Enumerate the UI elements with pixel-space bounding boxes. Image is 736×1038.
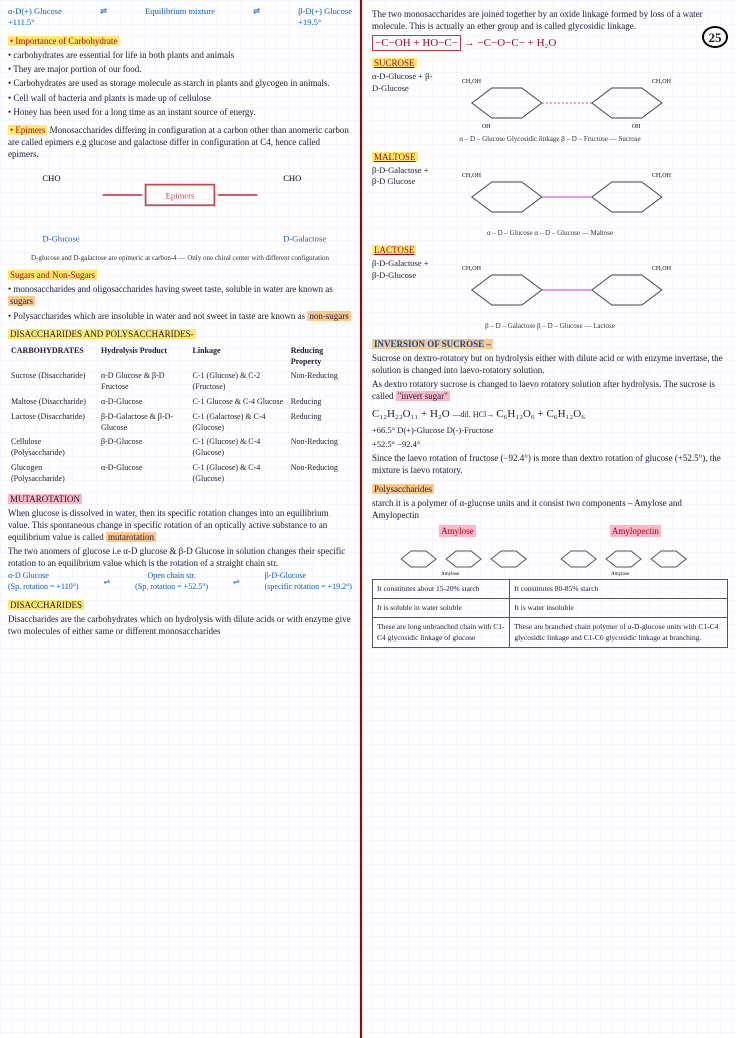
- inversion-text3: Since the laevo rotation of fructose (−9…: [372, 452, 728, 476]
- sucrose-caption: α – D – Glucose Glycosidic linkage β – D…: [372, 135, 728, 144]
- svg-text:CHO: CHO: [42, 173, 60, 183]
- importance-3: • Carbohydrates are used as storage mole…: [8, 77, 352, 89]
- glycosidic-eq: −C−OH + HO−C− → −C−O−C− + H₂O: [372, 36, 728, 51]
- sugars-line1: • monosaccharides and oligosaccharides h…: [8, 283, 352, 307]
- heading-disaccharides: DISACCHARIDES: [8, 599, 352, 611]
- inversion-equation: C₁₂H₂₂O₁₁ + H₂O —dil. HCl→ C₆H₁₂O₆ + C₆H…: [372, 407, 728, 422]
- svg-text:Amylose: Amylose: [441, 572, 460, 577]
- sucrose-block: α-D-Glucose + β-D-Glucose CH₂OHCH₂OHOHOH: [372, 71, 728, 133]
- amylose-amylopectin-table: It constitutes about 15-20% starchIt con…: [372, 579, 728, 648]
- maltose-caption: α – D – Glucose α – D – Glucose — Maltos…: [372, 229, 728, 238]
- mutarotation-eq: α-D Glucose(Sp. rotation = +110°)⇌ Open …: [8, 571, 352, 593]
- lactose-caption: β – D – Galactose β – D – Glucose — Lact…: [372, 322, 728, 331]
- mutarotation-text1: When glucose is dissolved in water, then…: [8, 507, 352, 543]
- svg-text:OH: OH: [632, 124, 641, 130]
- maltose-block: β-D-Galactose + β-D Glucose CH₂OHCH₂OH: [372, 165, 728, 227]
- inversion-text2: As dextro rotatory sucrose is changed to…: [372, 378, 728, 402]
- left-column: α-D(+) Glucose+111.5° ⇌ Equilibrium mixt…: [0, 0, 362, 1038]
- inversion-rot1: +66.5° D(+)-Glucose D(-)-Fructose: [372, 425, 728, 436]
- svg-text:CH₂OH: CH₂OH: [462, 266, 482, 272]
- sugars-line2: • Polysaccharides which are insoluble in…: [8, 310, 352, 322]
- heading-polysaccharides: Polysaccharides: [372, 483, 728, 495]
- carb-table: CARBOHYDRATESHydrolysis ProductLinkageRe…: [8, 344, 352, 487]
- glycosidic-intro: The two monosaccharides are joined toget…: [372, 8, 728, 32]
- heading-sugars: Sugars and Non-Sugars: [8, 269, 352, 281]
- table-row: It is soluble in water solubleIt is wate…: [373, 599, 728, 618]
- top-equilibrium: α-D(+) Glucose+111.5° ⇌ Equilibrium mixt…: [8, 6, 352, 29]
- svg-text:CH₂OH: CH₂OH: [462, 79, 482, 85]
- table-row: Maltose (Disaccharide)α-D-GlucoseC-1 Glu…: [8, 395, 352, 410]
- page-number: 25: [702, 26, 728, 48]
- heading-mutarotation: MUTAROTATION: [8, 493, 352, 505]
- lactose-block: β-D-Galactose + β-D-Glucose CH₂OHCH₂OH: [372, 258, 728, 320]
- svg-text:D-Galactose: D-Galactose: [283, 234, 326, 244]
- importance-2: • They are major portion of our food.: [8, 63, 352, 75]
- svg-text:CH₂OH: CH₂OH: [652, 173, 672, 179]
- heading-disacc-poly: DISACCHARIDES AND POLYSACCHARIDES-: [8, 328, 352, 340]
- svg-text:D-Glucose: D-Glucose: [42, 234, 79, 244]
- table-row: Sucrose (Disaccharide)α-D Glucose & β-D …: [8, 369, 352, 395]
- importance-4: • Cell wall of bacteria and plants is ma…: [8, 92, 352, 104]
- table-row: Cellulose (Polysaccharide)β-D-GlucoseC-1…: [8, 435, 352, 461]
- heading-maltose: MALTOSE: [372, 151, 728, 163]
- svg-text:CH₂OH: CH₂OH: [652, 266, 672, 272]
- heading-lactose: LACTOSE: [372, 244, 728, 256]
- svg-text:CHO: CHO: [283, 173, 301, 183]
- heading-sucrose: SUCROSE: [372, 57, 728, 69]
- table-row: These are long unbranched chain with C1-…: [373, 618, 728, 647]
- svg-text:Amylose: Amylose: [611, 572, 630, 577]
- amylose-amylopectin-heads: Amylose Amylopectin: [372, 525, 728, 537]
- importance-5: • Honey has been used for a long time as…: [8, 106, 352, 118]
- inversion-rot2: +52.5° −92.4°: [372, 439, 728, 450]
- svg-text:Epimers: Epimers: [166, 191, 195, 201]
- svg-text:CH₂OH: CH₂OH: [652, 79, 672, 85]
- polysaccharide-diagram: Amylose Amylose: [372, 539, 710, 577]
- epimer-diagram: CHOCHO Epimers D-GlucoseD-Galactose D-gl…: [8, 164, 352, 263]
- heading-inversion: INVERSION OF SUCROSE –: [372, 338, 728, 350]
- right-column: The two monosaccharides are joined toget…: [362, 0, 736, 1038]
- disaccharides-text: Disaccharides are the carbohydrates whic…: [8, 613, 352, 637]
- table-row: Lactose (Disaccharide)β-D-Galactose & β-…: [8, 410, 352, 436]
- polysaccharides-text: starch it is a polymer of α-glucose unit…: [372, 497, 728, 521]
- svg-text:CH₂OH: CH₂OH: [462, 173, 482, 179]
- importance-1: • carbohydrates are essential for life i…: [8, 49, 352, 61]
- mutarotation-text2: The two anomers of glucose i.e α-D gluco…: [8, 545, 352, 569]
- heading-epimers: • Epimers Monosaccharides differing in c…: [8, 124, 352, 160]
- inversion-text1: Sucrose on dextro-rotatory but on hydrol…: [372, 352, 728, 376]
- table-row: It constitutes about 15-20% starchIt con…: [373, 580, 728, 599]
- table-row: Glucogen (Polysaccharide)α-D-GlucoseC-1 …: [8, 461, 352, 487]
- svg-text:OH: OH: [482, 124, 491, 130]
- heading-importance: • Importance of Carbohydrate: [8, 35, 352, 47]
